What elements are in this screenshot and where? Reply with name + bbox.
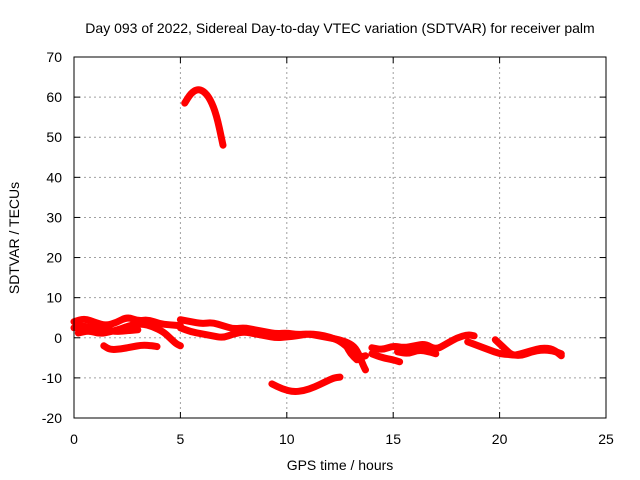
series-arc-1 (70, 314, 184, 330)
series-arc-10 (368, 331, 478, 353)
data-series (70, 86, 565, 395)
series-arc-9 (342, 342, 361, 364)
series-arc-14 (491, 336, 565, 360)
y-tick-labels: -20 -10 0 10 20 30 40 50 60 70 (42, 49, 62, 426)
series-arc-8 (268, 373, 344, 395)
y-tick-label: 30 (46, 209, 62, 225)
series-arc-12 (394, 346, 440, 358)
y-axis-label: SDTVAR / TECUs (6, 182, 22, 294)
series-arc-7 (176, 324, 369, 361)
x-tick-label: 15 (385, 431, 401, 447)
x-tick-label: 0 (70, 431, 78, 447)
y-tick-label: 20 (46, 250, 62, 266)
series-arc-4 (100, 341, 161, 353)
y-tick-label: 70 (46, 49, 62, 65)
x-tick-label: 5 (177, 431, 185, 447)
y-tick-label: 60 (46, 89, 62, 105)
series-arc-11 (368, 350, 404, 366)
x-tick-label: 20 (492, 431, 508, 447)
series-arc-3 (74, 320, 184, 350)
x-tick-label: 25 (598, 431, 614, 447)
x-axis-label: GPS time / hours (287, 457, 394, 473)
y-tick-label: 10 (46, 290, 62, 306)
axis-ticks (73, 56, 607, 419)
plot-frame (73, 56, 607, 419)
chart-title: Day 093 of 2022, Sidereal Day-to-day VTE… (85, 20, 594, 36)
x-tick-label: 10 (279, 431, 295, 447)
series-arc-6 (181, 86, 227, 149)
y-tick-label: -10 (42, 370, 62, 386)
y-tick-label: 0 (54, 330, 62, 346)
y-tick-label: 40 (46, 169, 62, 185)
y-tick-label: 50 (46, 129, 62, 145)
x-tick-labels: 0 5 10 15 20 25 (70, 431, 614, 447)
y-tick-label: -20 (42, 410, 62, 426)
